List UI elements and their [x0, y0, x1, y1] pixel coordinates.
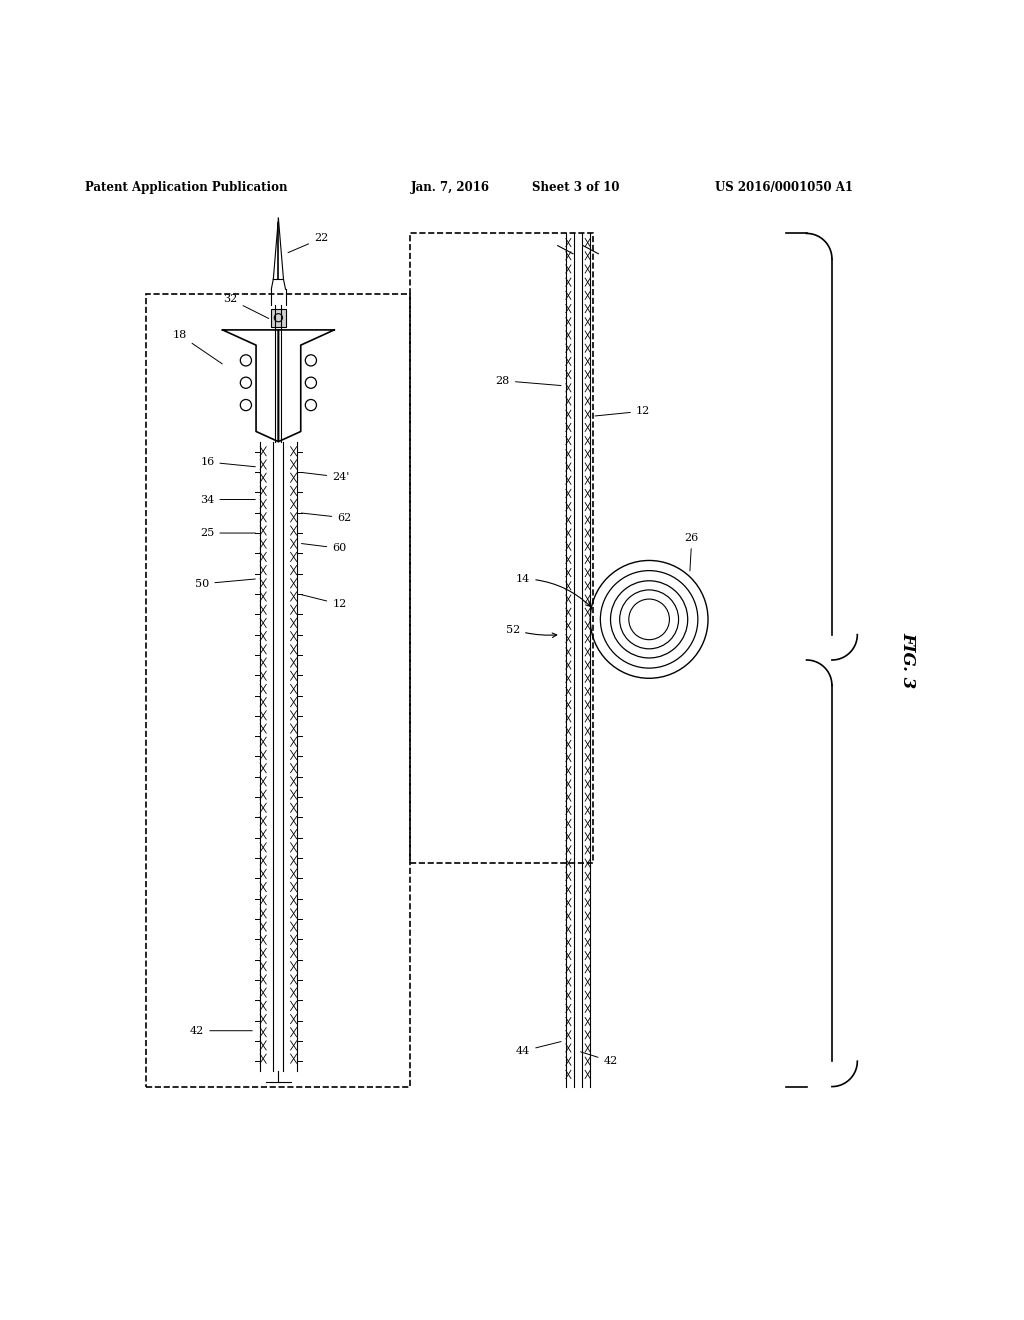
Text: 24': 24': [301, 473, 349, 482]
Text: 12: 12: [301, 594, 346, 609]
Text: 62: 62: [301, 512, 351, 523]
Text: 14: 14: [516, 574, 591, 606]
Text: 32: 32: [223, 294, 269, 318]
Text: 26: 26: [685, 533, 699, 570]
Text: 18: 18: [173, 330, 222, 364]
Text: 16: 16: [200, 457, 255, 467]
Text: 42: 42: [190, 1026, 252, 1036]
Text: Jan. 7, 2016: Jan. 7, 2016: [411, 181, 489, 194]
Text: 42: 42: [581, 1052, 617, 1067]
Text: Patent Application Publication: Patent Application Publication: [85, 181, 288, 194]
Text: US 2016/0001050 A1: US 2016/0001050 A1: [715, 181, 853, 194]
Bar: [146, 294, 411, 1086]
Text: 12: 12: [595, 407, 650, 416]
Text: 52: 52: [506, 624, 557, 638]
Text: 34: 34: [200, 495, 255, 504]
Text: Sheet 3 of 10: Sheet 3 of 10: [532, 181, 620, 194]
Bar: [411, 234, 593, 863]
Text: 28: 28: [496, 376, 561, 385]
Text: 60: 60: [301, 544, 346, 553]
Text: 25: 25: [200, 528, 255, 539]
Text: FIG. 3: FIG. 3: [900, 632, 916, 688]
Text: 22: 22: [288, 234, 329, 252]
Text: 50: 50: [196, 579, 255, 589]
Text: 44: 44: [516, 1041, 561, 1056]
Bar: [271, 309, 286, 327]
